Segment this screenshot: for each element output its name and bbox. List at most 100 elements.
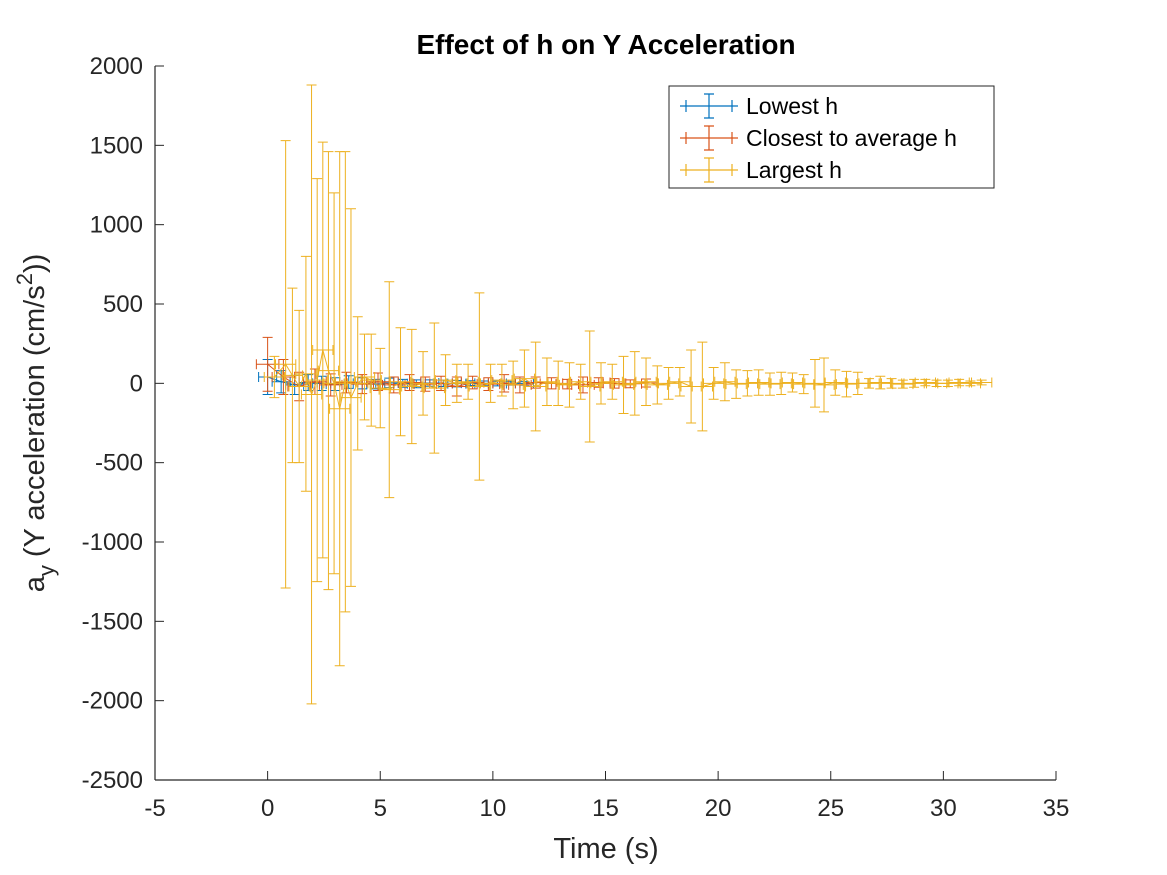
error-bar-point [781, 372, 804, 393]
error-bar-point [397, 374, 422, 391]
error-bar-point [536, 357, 558, 407]
legend-entry: Closest to average h [680, 125, 957, 151]
y-axis-label: ay (Y acceleration (cm/s2)) [12, 254, 59, 593]
y-tick-label: -500 [95, 450, 143, 477]
series-layer [255, 84, 993, 705]
error-bar-point [491, 363, 513, 397]
error-bar-point [360, 333, 382, 427]
error-bar-point [312, 141, 334, 559]
error-bar-point [434, 354, 457, 407]
error-bar-point [547, 360, 569, 407]
error-bar-point [401, 328, 423, 445]
error-bar-point [586, 377, 611, 388]
error-bar-point [770, 371, 792, 395]
y-tick-label: -1000 [82, 529, 143, 556]
y-tick-label: -2000 [82, 688, 143, 715]
x-tick-label: -5 [144, 795, 165, 822]
error-bar-point [300, 84, 323, 705]
error-bar-point [680, 349, 702, 424]
error-bar-point [423, 322, 445, 454]
error-bar-point [347, 316, 369, 451]
error-bar-point [334, 371, 359, 394]
error-bar-point [366, 372, 390, 391]
error-bar-point [271, 370, 291, 394]
error-bar-point [691, 341, 713, 432]
y-ticks: 2000 1500 1000 500 0 -500 -1000 -1500 -2000 -2500 [82, 53, 164, 794]
error-bar-point [492, 374, 516, 393]
y-tick-label: 0 [130, 370, 143, 397]
error-bar-point [558, 362, 581, 408]
legend-label: Closest to average h [746, 125, 957, 151]
y-axis-label-superscript: 2 [12, 273, 37, 285]
legend-label: Largest h [746, 157, 842, 183]
error-bar-point [571, 376, 595, 394]
y-axis-label-subscript: y [34, 565, 59, 576]
legend-entries: Lowest h Closest to average h Largest h [680, 93, 957, 183]
error-bar-point [892, 379, 914, 390]
error-bar-point [382, 376, 406, 394]
error-bar-point [725, 369, 747, 399]
y-axis-label-main: a [19, 575, 51, 592]
x-tick-label: 0 [261, 795, 274, 822]
legend-swatch [680, 93, 738, 119]
error-bar-point [412, 351, 434, 416]
error-bar-point [646, 365, 668, 405]
legend-box [668, 85, 995, 189]
plot-area [255, 84, 993, 705]
error-bar-point [914, 377, 936, 388]
x-tick-label: 35 [1043, 795, 1070, 822]
error-bar-point [570, 363, 592, 400]
error-bar-point [329, 151, 351, 667]
y-tick-label: 500 [103, 291, 143, 318]
y-axis-label-close: )) [19, 254, 51, 273]
error-bar-point [350, 374, 374, 395]
error-bar-point [948, 377, 970, 388]
error-bar-point [835, 370, 858, 398]
error-bar-point [635, 357, 657, 407]
error-bar-point [903, 378, 925, 389]
error-bar-point [460, 375, 485, 390]
error-bar-point [275, 140, 297, 589]
error-bar-point [502, 360, 524, 410]
y-tick-label: -1500 [82, 608, 143, 635]
x-tick-label: 5 [374, 795, 387, 822]
error-bar-point [657, 366, 680, 400]
error-bar-point [590, 362, 612, 405]
error-bar-point [513, 349, 536, 408]
error-bar-point [468, 292, 490, 481]
error-bar-point [959, 378, 982, 389]
error-bar-point [612, 355, 635, 414]
error-bar-point [255, 336, 280, 392]
legend-entry: Largest h [680, 157, 842, 183]
error-bar-point [340, 208, 362, 587]
error-bar-point [793, 374, 815, 395]
error-bar-point [281, 287, 304, 464]
x-tick-label: 20 [705, 795, 732, 822]
error-bar-point [813, 357, 835, 413]
error-bar-point [601, 363, 623, 400]
error-bar-point [759, 372, 781, 396]
y-tick-label: 2000 [90, 53, 143, 80]
error-bar-point [263, 355, 286, 399]
error-bar-point [446, 363, 468, 403]
error-bar-point [579, 330, 601, 443]
error-bar-point [971, 377, 993, 388]
error-bar-point [880, 378, 903, 389]
x-tick-label: 25 [817, 795, 844, 822]
error-bar-point [317, 151, 340, 591]
y-tick-label: 1500 [90, 132, 143, 159]
y-axis-label-text: (Y acceleration (cm/s [19, 285, 51, 565]
x-axis-label: Time (s) [553, 833, 658, 865]
error-bar-point [323, 192, 345, 575]
error-bar-point [925, 378, 948, 389]
y-tick-label: 1000 [90, 212, 143, 239]
error-bar-point [457, 363, 479, 400]
legend-entry: Lowest h [680, 93, 838, 119]
error-bar-point [748, 369, 770, 396]
error-bar-point [602, 378, 627, 389]
error-bar-point [714, 362, 736, 402]
x-ticks: -5 0 5 10 15 20 25 30 35 [144, 771, 1069, 822]
error-bar-point [869, 375, 891, 390]
error-bar-point [736, 370, 759, 397]
